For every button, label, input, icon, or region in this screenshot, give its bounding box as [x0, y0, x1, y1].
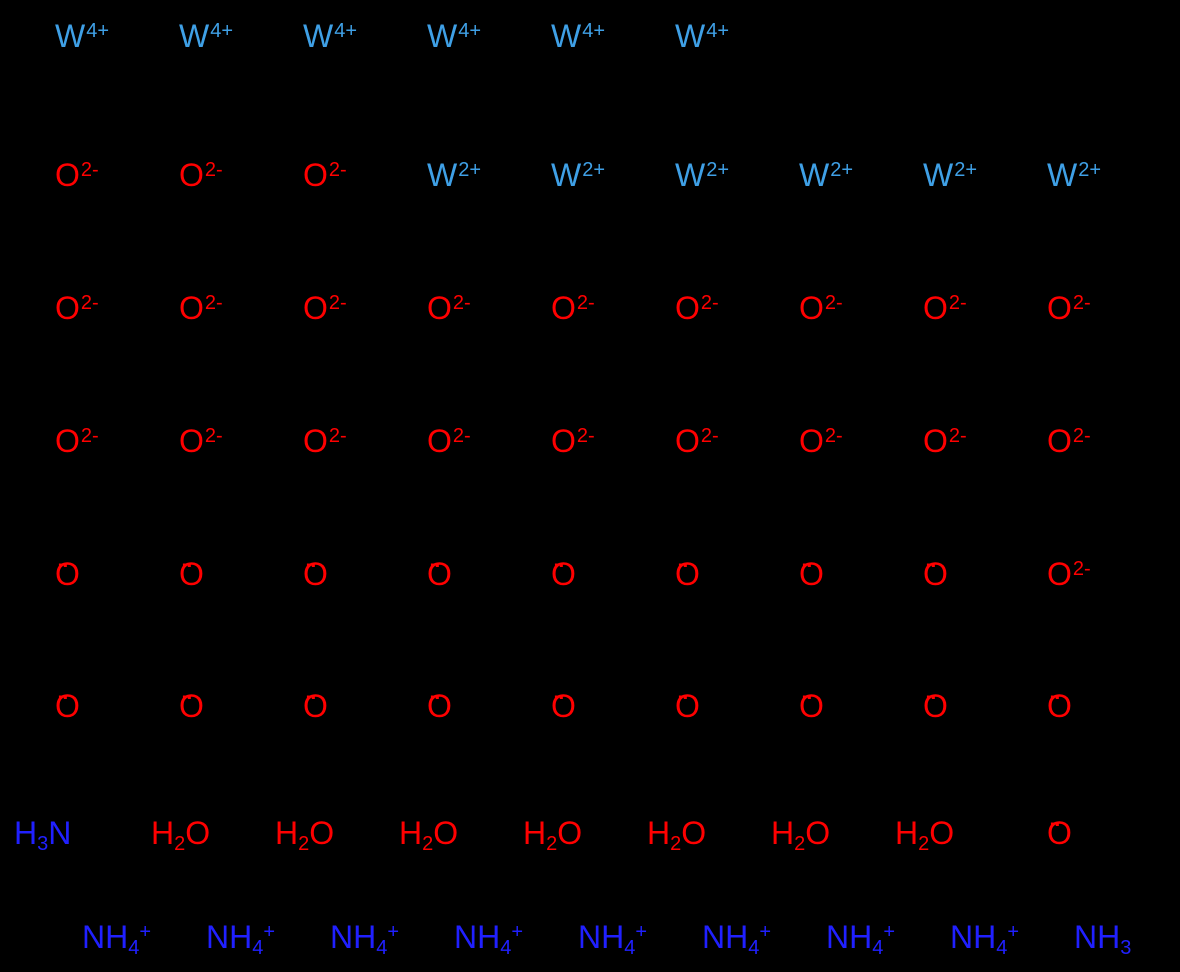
oxide: O2-	[179, 292, 223, 324]
oxide: O2-	[179, 159, 223, 191]
oxide: O2-	[427, 292, 471, 324]
oxygen-lone-pair: O	[179, 558, 204, 590]
oxide: O2-	[1047, 558, 1091, 590]
tungsten-2-plus: W2+	[1047, 159, 1101, 191]
oxide: O2-	[303, 425, 347, 457]
oxide: O2-	[923, 292, 967, 324]
oxygen-lone-pair: O	[179, 690, 204, 722]
oxide: O2-	[799, 425, 843, 457]
oxygen-lone-pair: O	[427, 690, 452, 722]
oxide: O2-	[427, 425, 471, 457]
water: H2O	[771, 817, 830, 854]
oxide: O2-	[675, 292, 719, 324]
tungsten-4-plus: W4+	[675, 20, 729, 52]
oxide: O2-	[55, 159, 99, 191]
oxygen-lone-pair: O	[427, 558, 452, 590]
tungsten-2-plus: W2+	[799, 159, 853, 191]
oxygen-lone-pair: O	[799, 558, 824, 590]
tungsten-4-plus: W4+	[179, 20, 233, 52]
tungsten-2-plus: W2+	[551, 159, 605, 191]
oxide: O2-	[1047, 425, 1091, 457]
tungsten-2-plus: W2+	[675, 159, 729, 191]
oxygen-lone-pair: O	[551, 690, 576, 722]
oxide: O2-	[55, 425, 99, 457]
water: H2O	[151, 817, 210, 854]
oxygen-lone-pair: O	[923, 558, 948, 590]
oxide: O2-	[551, 425, 595, 457]
ammonia: NH3	[1074, 921, 1131, 958]
water: H2O	[275, 817, 334, 854]
oxygen-lone-pair: O	[1047, 690, 1072, 722]
oxide: O2-	[551, 292, 595, 324]
water: H2O	[523, 817, 582, 854]
tungsten-4-plus: W4+	[55, 20, 109, 52]
tungsten-2-plus: W2+	[923, 159, 977, 191]
water: H2O	[399, 817, 458, 854]
oxide: O2-	[1047, 292, 1091, 324]
species-grid: W4+ W4+ W4+ W4+ W4+ W4+ O2- O2- O2- W2+ W2+ W2+ W2+ W…	[0, 0, 1180, 972]
oxygen-lone-pair: O	[55, 558, 80, 590]
ammonium: NH4+	[578, 921, 647, 958]
tungsten-2-plus: W2+	[427, 159, 481, 191]
ammonium: NH4+	[206, 921, 275, 958]
tungsten-4-plus: W4+	[551, 20, 605, 52]
water: H2O	[895, 817, 954, 854]
oxygen-lone-pair: O	[303, 690, 328, 722]
oxygen-lone-pair: O	[551, 558, 576, 590]
oxide: O2-	[55, 292, 99, 324]
ammonium: NH4+	[702, 921, 771, 958]
ammonium: NH4+	[330, 921, 399, 958]
oxygen-lone-pair: O	[799, 690, 824, 722]
oxygen-lone-pair: O	[55, 690, 80, 722]
ammonia-h3n: H3N	[14, 817, 71, 854]
oxygen-lone-pair: O	[303, 558, 328, 590]
oxygen-lone-pair: O	[675, 690, 700, 722]
oxide: O2-	[675, 425, 719, 457]
tungsten-4-plus: W4+	[427, 20, 481, 52]
oxide: O2-	[179, 425, 223, 457]
oxide: O2-	[923, 425, 967, 457]
ammonium: NH4+	[82, 921, 151, 958]
oxide: O2-	[303, 292, 347, 324]
oxygen-lone-pair: O	[1047, 817, 1072, 849]
oxygen-lone-pair: O	[675, 558, 700, 590]
oxygen-lone-pair: O	[923, 690, 948, 722]
tungsten-4-plus: W4+	[303, 20, 357, 52]
ammonium: NH4+	[826, 921, 895, 958]
ammonium: NH4+	[454, 921, 523, 958]
ammonium: NH4+	[950, 921, 1019, 958]
oxide: O2-	[799, 292, 843, 324]
oxide: O2-	[303, 159, 347, 191]
water: H2O	[647, 817, 706, 854]
